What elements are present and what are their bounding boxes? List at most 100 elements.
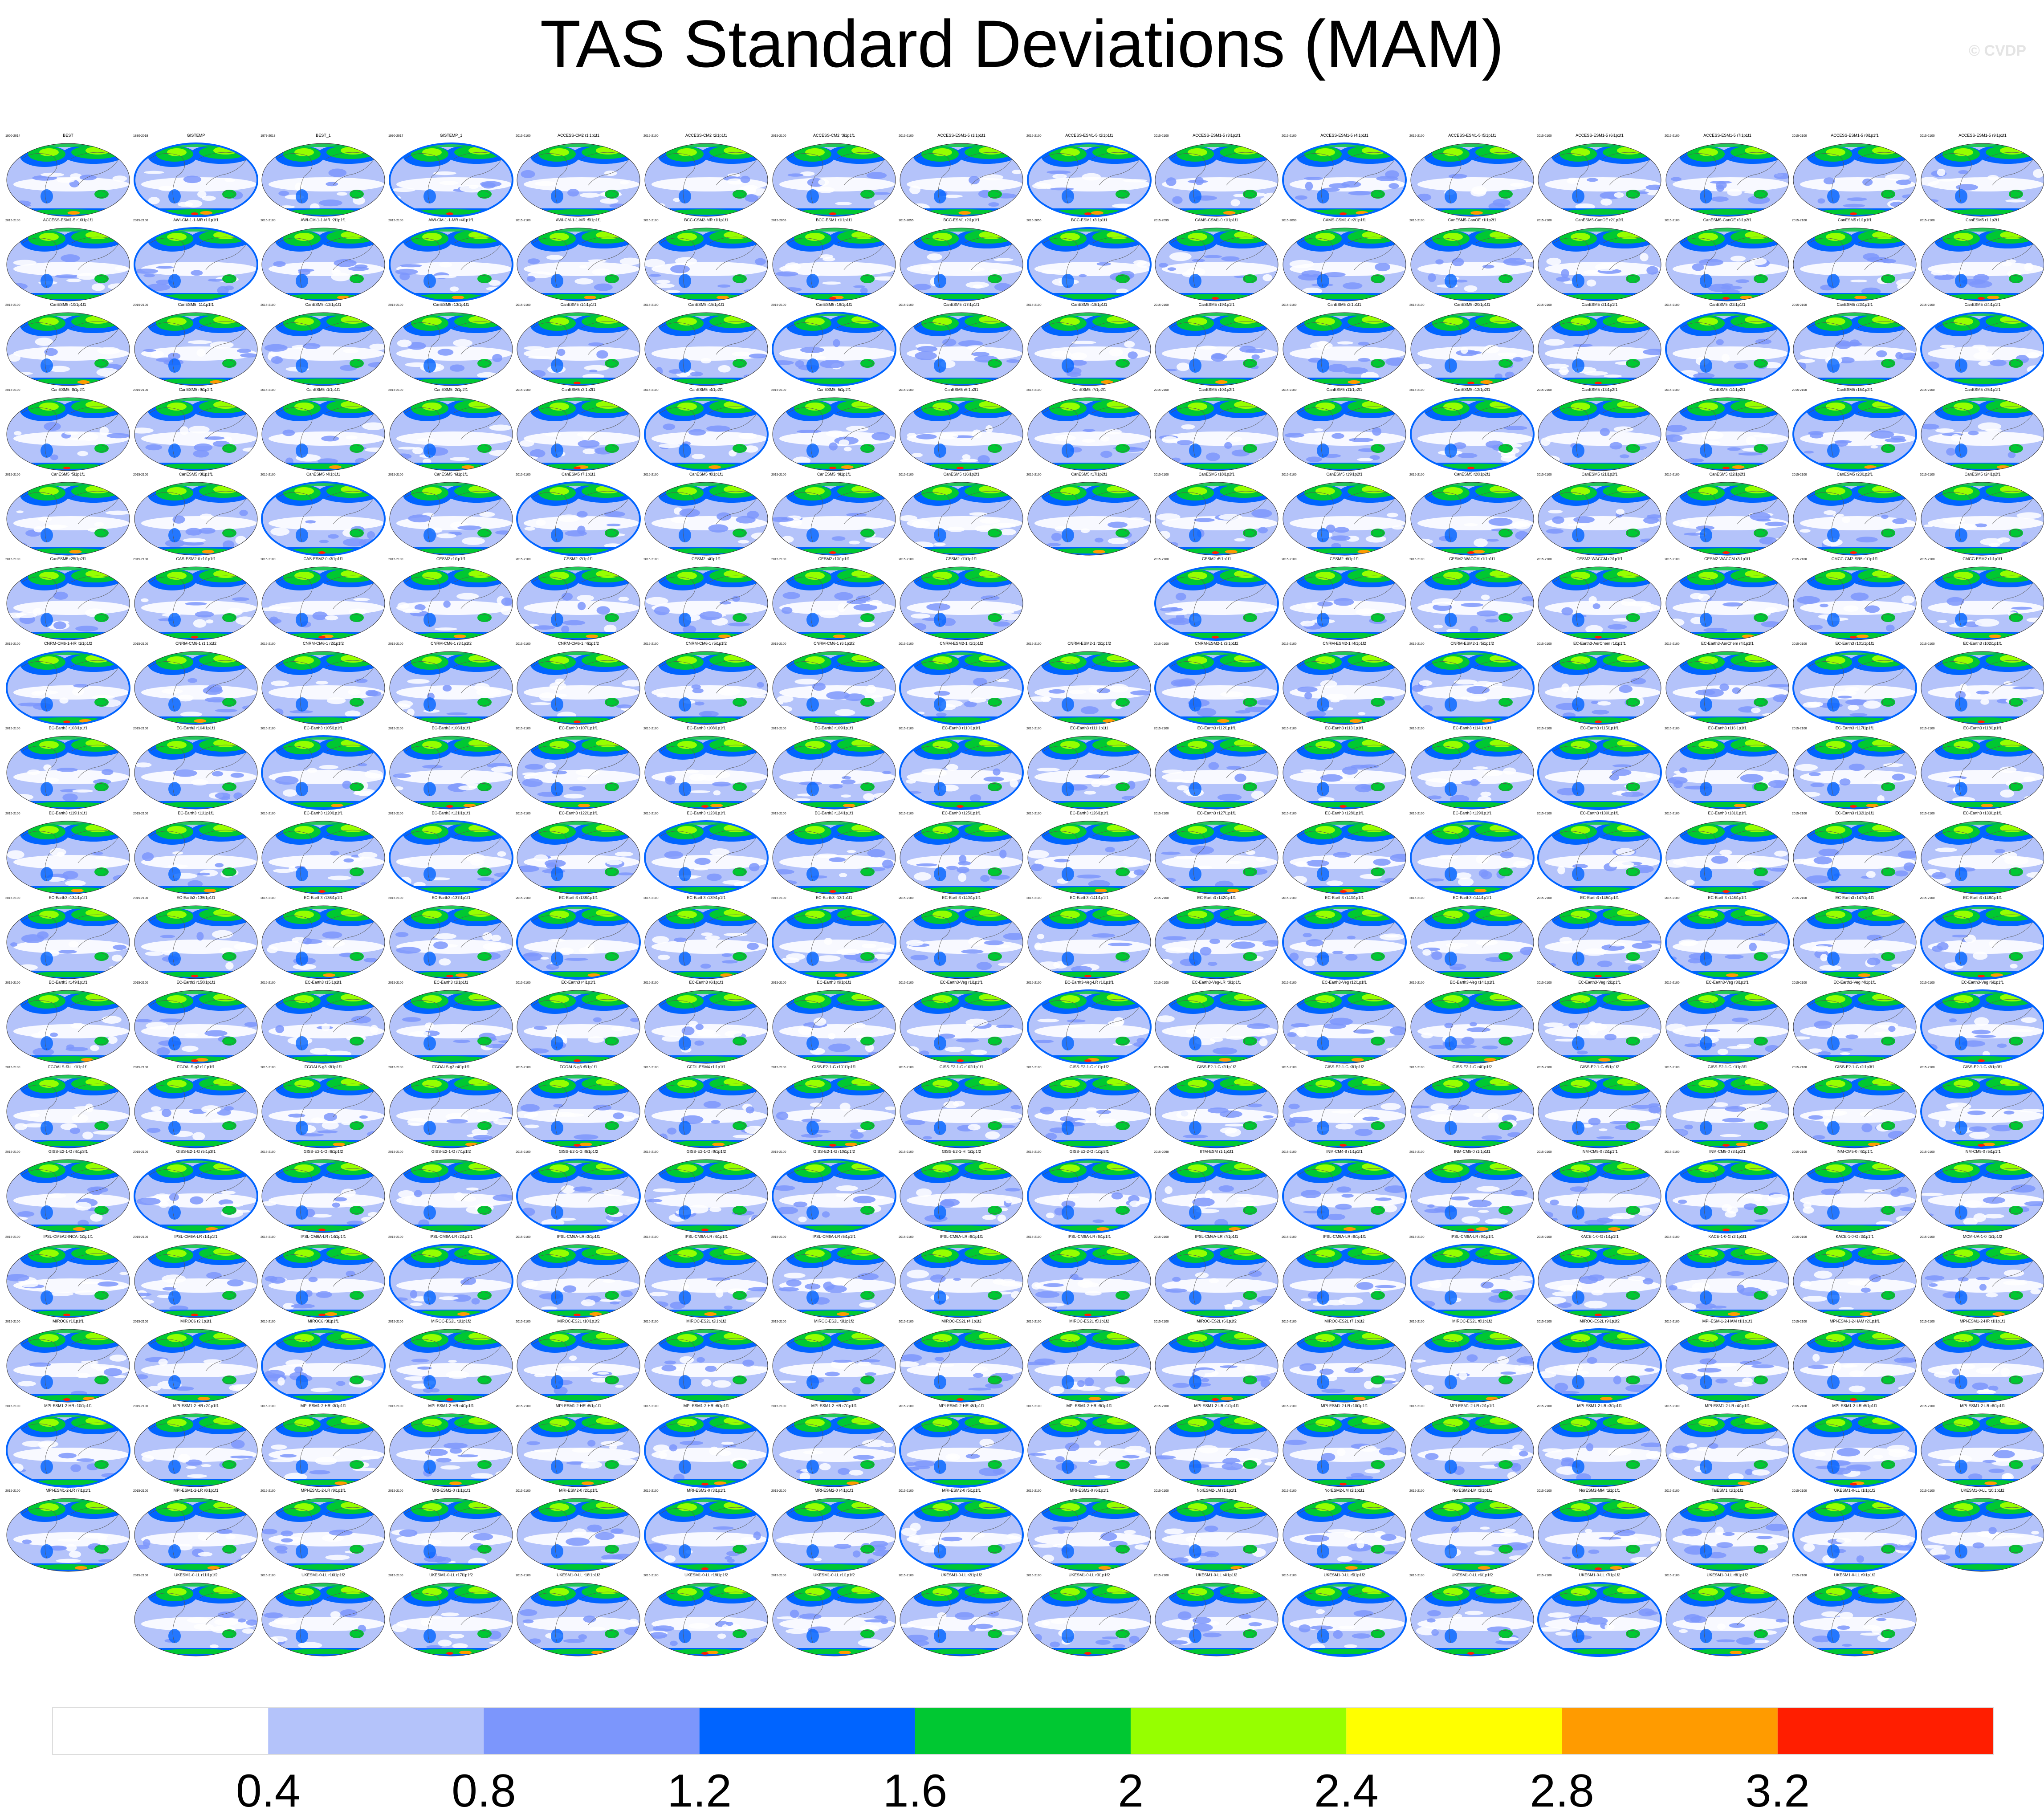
panel-date: 2015-2100 — [1537, 473, 1552, 476]
panel-date: 2015-2100 — [1026, 473, 1042, 476]
panel-title: BEST — [63, 133, 73, 138]
map-panel: BCC-ESM1 r3i1p1f1 2015-2055 — [1026, 218, 1152, 302]
panel-title: EC-Earth3 r130i1p1f1 — [1580, 811, 1619, 815]
panel-date: 2015-2100 — [261, 812, 276, 815]
map-panel: CanESM5-CanOE r2i1p2f1 2015-2100 — [1537, 218, 1661, 301]
panel-title: NorESM2-LM r2i1p1f1 — [1324, 1488, 1364, 1493]
panel-title: MPI-ESM1-2-HR r4i1p1f1 — [428, 1404, 474, 1408]
map-panel: EC-Earth3 r104i1p1f1 2015-2100 — [133, 726, 258, 810]
map-panel: EC-Earth3 r106i1p1f1 2015-2100 — [388, 726, 513, 810]
map-panel: GISS-E2-1-G r102i1p1f1 2015-2100 — [899, 1065, 1023, 1148]
panel-date: 2015-2100 — [1665, 981, 1680, 985]
map-panel: CanESM5 r5i1p2f1 2015-2100 — [771, 387, 896, 471]
panel-title: EC-Earth3 r113i1p1f1 — [1325, 726, 1364, 730]
map-panel: CanESM5 r10i1p2f1 2015-2100 — [1154, 387, 1279, 471]
panel-title: CanESM5 r12i1p2f1 — [1454, 387, 1490, 392]
panel-date: 2015-2100 — [1409, 812, 1425, 815]
panel-date: 2015-2100 — [5, 897, 20, 900]
panel-title: ACCESS-ESM1-5 r4i1p1f1 — [1320, 133, 1368, 138]
panel-date: 2015-2100 — [133, 1151, 148, 1154]
map-panel: CanESM5 r20i1p1f1 2015-2100 — [1409, 302, 1534, 386]
panel-date: 2015-2100 — [1537, 1320, 1552, 1323]
map-panel: EC-Earth3 r150i1p1f1 2015-2100 — [133, 980, 258, 1064]
map-panel: CanESM5 r1i1p2f1 2015-2100 — [1920, 218, 2044, 301]
map-panel: CNRM-CM6-1 r1i1p1f2 2015-2100 — [133, 641, 258, 725]
panel-title: EC-Earth3-Veg r12i1p1f1 — [1322, 980, 1367, 985]
map-panel: CESM2 r11i1p1f1 2015-2100 — [899, 557, 1023, 640]
map-panel: CanESM5 r3i1p1f1 2015-2100 — [133, 472, 258, 556]
panel-date: 2015-2100 — [1537, 389, 1552, 392]
panel-date: 2015-2100 — [771, 1236, 786, 1239]
panel-date: 2015-2100 — [643, 1320, 659, 1323]
panel-date: 2015-2100 — [1665, 643, 1680, 646]
panel-date: 2015-2100 — [1026, 1320, 1042, 1323]
panel-date: 2015-2100 — [133, 473, 148, 476]
panel-title: CESM2 r2i1p1f1 — [564, 557, 593, 561]
map-panel: CanESM5 r12i1p2f1 2015-2100 — [1409, 387, 1535, 472]
panel-date: 2015-2100 — [516, 219, 531, 222]
panel-title: CanESM5 r11i1p2f1 — [1327, 387, 1362, 392]
map-panel: CanESM5 r6i1p1f1 2015-2100 — [388, 472, 513, 556]
panel-date: 2015-2100 — [5, 389, 20, 392]
panel-title: EC-Earth3 r117i1p1f1 — [1836, 726, 1874, 730]
panel-date: 2015-2100 — [643, 643, 659, 646]
panel-date: 2015-2100 — [261, 981, 276, 985]
panel-title: ACCESS-ESM1-5 r2i1p1f1 — [1065, 133, 1113, 138]
map-panel: GISS-E2-1-G r8i1p1f2 2015-2100 — [516, 1149, 641, 1234]
panel-title: CanESM5 r20i1p1f1 — [1454, 302, 1490, 307]
panel-date: 2015-2100 — [1537, 304, 1552, 307]
colorbar-swatch — [268, 1708, 484, 1754]
panel-grid: BEST 1900-2014 GISTEMP 1880-2018 BEST_1 1979-… — [5, 133, 2044, 1657]
panel-title: EC-Earth3 r129i1p1f1 — [1453, 811, 1491, 815]
panel-title: MPI-ESM1-2-HR r9i1p1f1 — [1067, 1404, 1112, 1408]
map-panel: IPSL-CM6A-LR r3i1p1f1 2015-2100 — [516, 1234, 640, 1318]
panel-date: 2015-2100 — [899, 1320, 914, 1323]
panel-title: GISS-E2-1-G r7i1p1f2 — [432, 1149, 471, 1154]
panel-title: UKESM1-0-LL r16i1p1f2 — [301, 1573, 345, 1577]
panel-date: 2015-2100 — [261, 727, 276, 730]
map-panel: IPSL-CM6A-LR r4i1p1f1 2015-2100 — [643, 1234, 768, 1318]
panel-title: GISS-E2-1-G r9i1p1f2 — [687, 1149, 726, 1154]
map-panel: GISS-E2-1-G r7i1p1f2 2015-2100 — [388, 1149, 513, 1233]
map-panel: EC-Earth3 r102i1p1f1 2015-2100 — [1920, 641, 2044, 725]
panel-date: 2015-2100 — [1792, 643, 1807, 646]
panel-date: 2015-2100 — [643, 1066, 659, 1069]
panel-title: MPI-ESM1-2-HR r1i1p1f1 — [1960, 1319, 2006, 1323]
map-panel: CanESM5 r22i1p2f1 2015-2100 — [1665, 472, 1789, 556]
map-panel: CanESM5 r8i1p2f1 2015-2100 — [5, 387, 130, 471]
panel-date: 2015-2100 — [1792, 1405, 1807, 1408]
panel-date: 2015-2100 — [771, 643, 786, 646]
panel-date: 2015-2100 — [5, 981, 20, 985]
panel-title: MPI-ESM1-2-LR r10i1p1f1 — [1321, 1404, 1368, 1408]
map-panel: UKESM1-0-LL r7i1p1f2 2015-2100 — [1537, 1573, 1662, 1657]
map-panel: CanESM5 r16i1p1f1 2015-2100 — [771, 302, 896, 387]
panel-title: MPI-ESM1-2-HR r7i1p1f1 — [811, 1404, 857, 1408]
panel-title: KACE-1-0-G r3i1p1f1 — [1836, 1234, 1874, 1239]
panel-title: CMCC-ESM2 r1i1p1f1 — [1963, 557, 2003, 561]
map-panel: MPI-ESM1-2-LR r1i1p1f1 2015-2100 — [1154, 1404, 1279, 1487]
panel-title: CanESM5 r8i1p2f1 — [51, 387, 85, 392]
panel-date: 2015-2100 — [516, 134, 531, 138]
panel-date: 2015-2100 — [1282, 1405, 1297, 1408]
map-panel: BCC-ESM1 r1i1p1f1 2015-2055 — [771, 218, 896, 301]
map-panel: EC-Earth3 r130i1p1f1 2015-2100 — [1537, 811, 1662, 895]
panel-date: 2015-2100 — [1665, 134, 1680, 138]
panel-date: 2015-2100 — [133, 389, 148, 392]
map-panel: CanESM5-CanOE r1i1p2f1 2015-2100 — [1409, 218, 1534, 301]
panel-title: IPSL-CM6A-LR r3i1p1f1 — [557, 1234, 600, 1239]
map-panel: INM-CM4-8 r1i1p1f1 2015-2100 — [1282, 1149, 1407, 1234]
panel-title: MRI-ESM2-0 r1i1p1f1 — [432, 1488, 470, 1493]
map-panel: MPI-ESM1-2-LR r6i1p1f1 2015-2100 — [1920, 1404, 2044, 1487]
map-panel: EC-Earth3 r141i1p1f1 2015-2100 — [1026, 895, 1151, 979]
map-panel: GISS-E2-1-G r2i1p3f1 2015-2100 — [1792, 1065, 1917, 1148]
panel-title: IPSL-CM6A-LR r6i1p1f1 — [1067, 1234, 1111, 1239]
map-panel: NorESM2-MM r1i1p1f1 2015-2100 — [1537, 1488, 1661, 1572]
map-panel: GISS-E2-1-G r6i1p1f2 2015-2100 — [261, 1149, 385, 1233]
panel-title: CanESM5 r3i1p1f1 — [179, 472, 213, 476]
map-panel: CanESM5 r24i1p2f1 2015-2100 — [1920, 472, 2044, 556]
panel-date: 2015-2100 — [133, 897, 148, 900]
map-panel: IPSL-CM6A-LR r6i1p1f1 2015-2100 — [899, 1234, 1023, 1318]
panel-date: 2015-2100 — [133, 1405, 148, 1408]
panel-title: EC-Earth3 r6i1p1f1 — [689, 980, 723, 985]
panel-title: ACCESS-ESM1-5 r5i1p1f1 — [1448, 133, 1496, 138]
